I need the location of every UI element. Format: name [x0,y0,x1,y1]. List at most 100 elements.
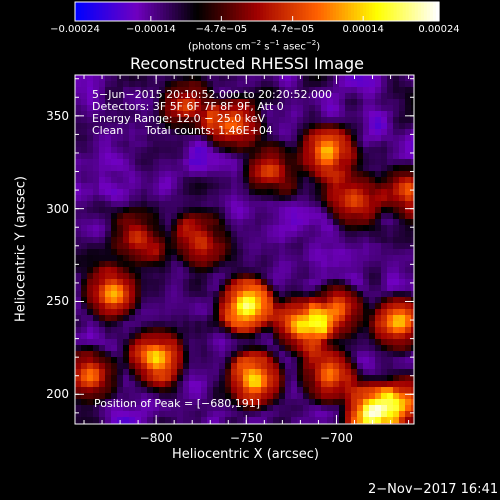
heatmap-cell [345,87,352,94]
heatmap-cell [129,315,136,322]
heatmap-cell [111,75,118,82]
colorbar-segment [281,2,285,21]
heatmap-cell [87,243,94,250]
heatmap-cell [213,369,220,376]
heatmap-cell [159,387,166,394]
heatmap-cell [315,387,322,394]
heatmap-cell [201,255,208,262]
heatmap-cell [189,135,196,142]
heatmap-cell [345,189,352,196]
heatmap-cell [369,285,376,292]
heatmap-cell [399,249,406,256]
heatmap-cell [117,393,124,400]
heatmap-cell [75,393,82,400]
heatmap-cell [243,153,250,160]
heatmap-cell [123,405,130,412]
heatmap-cell [165,387,172,394]
heatmap-cell [105,117,112,124]
heatmap-cell [381,333,388,340]
heatmap-cell [393,135,400,142]
heatmap-cell [375,213,382,220]
heatmap-cell [87,219,94,226]
heatmap-cell [129,105,136,112]
heatmap-cell [249,87,256,94]
heatmap-cell [399,135,406,142]
colorbar-segment [217,2,222,21]
heatmap-cell [177,141,184,148]
heatmap-cell [171,165,178,172]
heatmap-cell [129,399,136,406]
heatmap-cell [249,279,256,286]
heatmap-cell [357,405,364,412]
heatmap-cell [411,147,415,154]
heatmap-cell [237,333,244,340]
heatmap-cell [99,171,106,178]
heatmap-cell [351,315,358,322]
heatmap-cell [327,315,334,322]
heatmap-cell [213,243,220,250]
heatmap-cell [351,93,358,100]
heatmap-cell [381,207,388,214]
heatmap-cell [303,381,310,388]
heatmap-cell [243,393,250,400]
heatmap-cell [279,249,286,256]
heatmap-cell [153,189,160,196]
heatmap-cell [177,297,184,304]
heatmap-cell [309,195,316,202]
heatmap-cell [105,405,112,412]
heatmap-cell [405,183,412,190]
heatmap-cell [399,285,406,292]
heatmap-cell [267,201,274,208]
heatmap-cell [207,141,214,148]
heatmap-cell [255,195,262,202]
heatmap-cell [291,81,298,88]
heatmap-cell [225,105,232,112]
heatmap-cell [75,195,82,202]
heatmap-cell [177,231,184,238]
heatmap-cell [267,93,274,100]
heatmap-cell [129,381,136,388]
heatmap-cell [375,315,382,322]
heatmap-cell [87,369,94,376]
heatmap-cell [363,159,370,166]
heatmap-cell [285,333,292,340]
heatmap-cell [249,333,256,340]
heatmap-cell [123,219,130,226]
heatmap-cell [105,219,112,226]
heatmap-cell [411,393,415,400]
heatmap-cell [159,117,166,124]
heatmap-cell [387,405,394,412]
heatmap-cell [171,345,178,352]
heatmap-cell [153,285,160,292]
heatmap-cell [267,165,274,172]
heatmap-cell [249,339,256,346]
heatmap-cell [219,219,226,226]
heatmap-cell [351,219,358,226]
heatmap-cell [363,285,370,292]
heatmap-cell [351,327,358,334]
heatmap-cell [129,267,136,274]
heatmap-cell [237,147,244,154]
heatmap-cell [189,345,196,352]
heatmap-cell [201,141,208,148]
heatmap-cell [261,159,268,166]
footer-timestamp: 2−Nov−2017 16:41 [368,482,499,497]
heatmap-cell [117,141,124,148]
heatmap-cell [111,357,118,364]
heatmap-cell [411,225,415,232]
heatmap-cell [99,207,106,214]
heatmap-cell [339,279,346,286]
heatmap-cell [243,297,250,304]
heatmap-cell [129,411,136,418]
heatmap-cell [147,273,154,280]
heatmap-cell [357,303,364,310]
heatmap-cell [231,369,238,376]
heatmap-cell [87,111,94,118]
heatmap-cell [267,381,274,388]
heatmap-cell [177,93,184,100]
heatmap-cell [255,159,262,166]
colorbar-segment [290,2,294,21]
heatmap-cell [117,219,124,226]
heatmap-cell [87,153,94,160]
heatmap-cell [315,381,322,388]
